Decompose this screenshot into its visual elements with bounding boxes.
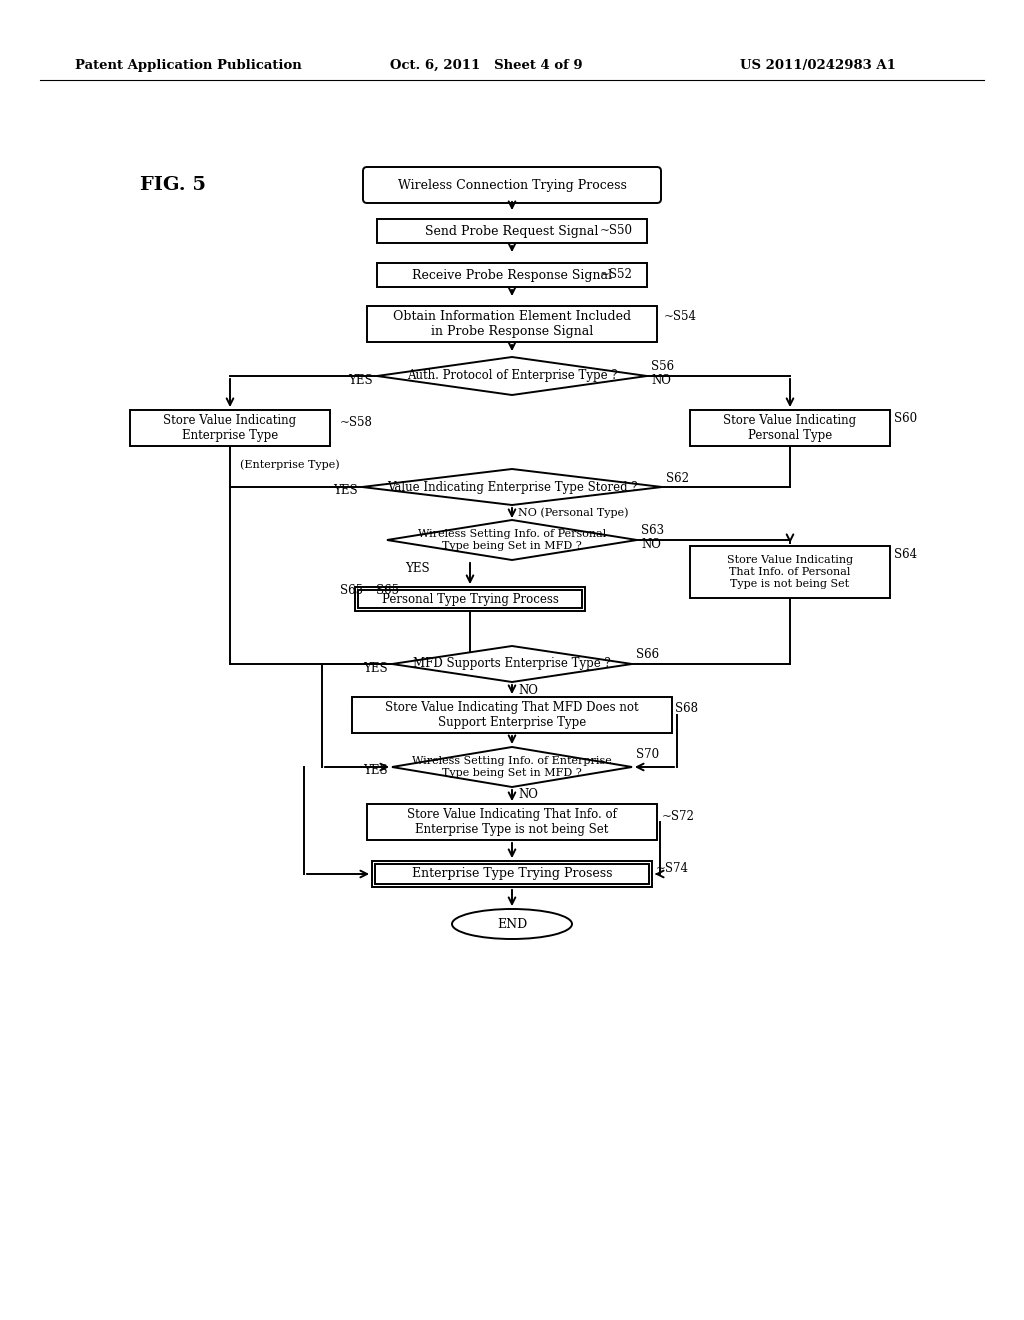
Text: Send Probe Request Signal: Send Probe Request Signal (425, 224, 599, 238)
Text: S62: S62 (666, 473, 689, 486)
Text: Wireless Setting Info. of Personal
Type being Set in MFD ?: Wireless Setting Info. of Personal Type … (418, 529, 606, 550)
Bar (377, 219, 647, 243)
Polygon shape (377, 356, 647, 395)
Polygon shape (387, 520, 637, 560)
Text: NO: NO (518, 684, 538, 697)
Text: YES: YES (334, 484, 358, 498)
Text: US 2011/0242983 A1: US 2011/0242983 A1 (740, 58, 896, 71)
Polygon shape (392, 747, 632, 787)
Ellipse shape (452, 909, 572, 939)
Text: FIG. 5: FIG. 5 (140, 176, 206, 194)
Text: MFD Supports Enterprise Type ?: MFD Supports Enterprise Type ? (413, 657, 611, 671)
Bar (355, 587, 585, 611)
Bar (372, 861, 652, 887)
Bar (352, 697, 672, 733)
Bar (130, 411, 330, 446)
Text: NO: NO (641, 537, 660, 550)
Text: Oct. 6, 2011   Sheet 4 of 9: Oct. 6, 2011 Sheet 4 of 9 (390, 58, 583, 71)
Polygon shape (392, 645, 632, 682)
Text: (Enterprise Type): (Enterprise Type) (240, 459, 340, 470)
Bar (358, 590, 582, 609)
Text: Auth. Protocol of Enterprise Type ?: Auth. Protocol of Enterprise Type ? (407, 370, 617, 383)
Text: Obtain Information Element Included
in Probe Response Signal: Obtain Information Element Included in P… (393, 310, 631, 338)
Polygon shape (362, 469, 662, 506)
Text: ~S58: ~S58 (340, 416, 373, 429)
Text: ~S50: ~S50 (600, 224, 633, 238)
FancyBboxPatch shape (362, 168, 662, 203)
Text: S65: S65 (376, 585, 399, 598)
Bar (377, 263, 647, 286)
Text: S64: S64 (894, 548, 918, 561)
Bar (367, 804, 657, 840)
Text: YES: YES (348, 374, 373, 387)
Text: ~S74: ~S74 (656, 862, 689, 874)
Text: Store Value Indicating
Personal Type: Store Value Indicating Personal Type (723, 414, 856, 442)
Text: YES: YES (404, 561, 429, 574)
Text: NO: NO (651, 374, 671, 387)
Text: S68: S68 (675, 702, 698, 715)
Bar (375, 865, 649, 884)
Text: NO: NO (518, 788, 538, 801)
Bar (367, 306, 657, 342)
Text: YES: YES (364, 764, 388, 777)
Text: S70: S70 (636, 748, 659, 762)
Text: S63: S63 (641, 524, 665, 536)
Text: Store Value Indicating That Info. of
Enterprise Type is not being Set: Store Value Indicating That Info. of Ent… (408, 808, 616, 836)
Text: Wireless Setting Info. of Enterprise
Type being Set in MFD ?: Wireless Setting Info. of Enterprise Typ… (412, 756, 612, 777)
Text: Store Value Indicating
That Info. of Personal
Type is not being Set: Store Value Indicating That Info. of Per… (727, 556, 853, 589)
Text: Receive Probe Response Signal: Receive Probe Response Signal (412, 268, 612, 281)
Text: Personal Type Trying Process: Personal Type Trying Process (382, 593, 558, 606)
Text: S66: S66 (636, 648, 659, 660)
Text: Value Indicating Enterprise Type Stored ?: Value Indicating Enterprise Type Stored … (387, 480, 637, 494)
Text: Store Value Indicating That MFD Does not
Support Enterprise Type: Store Value Indicating That MFD Does not… (385, 701, 639, 729)
Text: S56: S56 (651, 359, 674, 372)
Bar (690, 546, 890, 598)
Text: Store Value Indicating
Enterprise Type: Store Value Indicating Enterprise Type (164, 414, 297, 442)
Text: Wireless Connection Trying Process: Wireless Connection Trying Process (397, 178, 627, 191)
Text: NO (Personal Type): NO (Personal Type) (518, 508, 629, 519)
Text: END: END (497, 917, 527, 931)
Text: S65: S65 (340, 585, 364, 598)
Text: ~S72: ~S72 (662, 809, 695, 822)
Text: YES: YES (364, 661, 388, 675)
Text: ~S54: ~S54 (664, 309, 697, 322)
Text: Enterprise Type Trying Prosess: Enterprise Type Trying Prosess (412, 867, 612, 880)
Bar (690, 411, 890, 446)
Text: S60: S60 (894, 412, 918, 425)
Text: Patent Application Publication: Patent Application Publication (75, 58, 302, 71)
Text: ~S52: ~S52 (600, 268, 633, 281)
